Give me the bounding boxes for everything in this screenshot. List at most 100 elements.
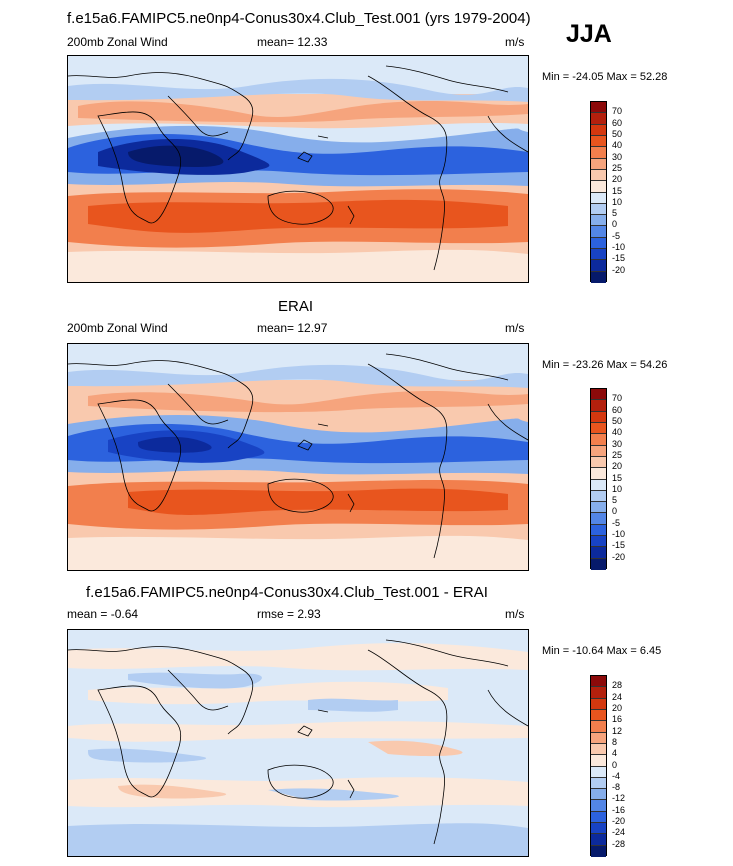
colorbar-swatch xyxy=(591,721,606,733)
panel-3-minmax-label: Min = -10.64 Max = 6.45 xyxy=(542,645,662,657)
colorbar-tick-label: 5 xyxy=(612,208,618,219)
colorbar-tick-label: 50 xyxy=(612,415,623,426)
panel-3-mean-label: mean = -0.64 xyxy=(67,607,139,621)
colorbar-tick-label: 15 xyxy=(612,185,623,196)
colorbar-tick-label: 60 xyxy=(612,404,623,415)
panel-1-units-label: m/s xyxy=(505,35,525,49)
colorbar-swatch xyxy=(591,687,606,699)
colorbar-tick-label: 16 xyxy=(612,714,623,725)
colorbar-swatch xyxy=(591,215,606,227)
colorbar-swatch xyxy=(591,203,606,216)
colorbar-swatch xyxy=(591,434,606,446)
colorbar-tick-label: -16 xyxy=(612,804,626,815)
colorbar-tick-label: 8 xyxy=(612,736,618,747)
colorbar-swatch xyxy=(591,249,606,261)
panel-2-mean-label: mean= 12.97 xyxy=(257,321,328,335)
colorbar-swatch xyxy=(591,698,606,710)
colorbar-swatch xyxy=(591,411,606,423)
colorbar-tick-label: -20 xyxy=(612,551,626,562)
colorbar-tick-label: 40 xyxy=(612,427,623,438)
colorbar-swatch xyxy=(591,400,606,412)
colorbar-swatch xyxy=(591,755,606,767)
colorbar-tick-label: 60 xyxy=(612,117,623,128)
colorbar-tick-label: -5 xyxy=(612,230,621,241)
colorbar-swatch xyxy=(591,490,606,503)
colorbar-swatch xyxy=(591,169,606,182)
colorbar-swatch xyxy=(591,113,606,125)
panel-3-units-label: m/s xyxy=(505,607,525,621)
panel-1-title: f.e15a6.FAMIPC5.ne0np4-Conus30x4.Club_Te… xyxy=(67,10,531,27)
colorbar-tick-label: 5 xyxy=(612,495,618,506)
colorbar-swatch xyxy=(591,135,606,148)
colorbar-swatch xyxy=(591,558,606,570)
colorbar-tick-label: -4 xyxy=(612,770,621,781)
colorbar-tick-label: 30 xyxy=(612,438,623,449)
colorbar-swatch xyxy=(591,502,606,514)
panel-2-minmax-label: Min = -23.26 Max = 54.26 xyxy=(542,359,668,371)
panel-3-colorbar xyxy=(590,675,607,857)
coastlines xyxy=(68,65,528,271)
colorbar-tick-label: -15 xyxy=(612,540,626,551)
season-label: JJA xyxy=(566,20,612,48)
panel-3-map xyxy=(67,629,529,857)
colorbar-swatch xyxy=(591,237,606,250)
colorbar-swatch xyxy=(591,192,606,204)
colorbar-swatch xyxy=(591,743,606,756)
colorbar-tick-label: -20 xyxy=(612,816,626,827)
colorbar-tick-label: 10 xyxy=(612,483,623,494)
colorbar-tick-label: 20 xyxy=(612,174,623,185)
panel-2-units-label: m/s xyxy=(505,321,525,335)
colorbar-tick-label: 0 xyxy=(612,219,618,230)
colorbar-tick-label: -10 xyxy=(612,242,626,253)
colorbar-swatch xyxy=(591,709,606,722)
panel-1-map-svg xyxy=(68,56,528,282)
colorbar-tick-label: 70 xyxy=(612,393,623,404)
colorbar-swatch xyxy=(591,766,606,778)
colorbar-swatch xyxy=(591,147,606,159)
colorbar-swatch xyxy=(591,536,606,548)
colorbar-tick-label: 25 xyxy=(612,162,623,173)
panel-2-map-svg xyxy=(68,344,528,570)
colorbar-swatch xyxy=(591,124,606,136)
panel-2-colorbar xyxy=(590,388,607,570)
colorbar-tick-label: 0 xyxy=(612,759,618,770)
colorbar-swatch xyxy=(591,811,606,824)
colorbar-swatch xyxy=(591,834,606,846)
colorbar-tick-label: 12 xyxy=(612,725,623,736)
colorbar-tick-label: 20 xyxy=(612,461,623,472)
colorbar-swatch xyxy=(591,468,606,480)
colorbar-swatch xyxy=(591,456,606,469)
colorbar-swatch xyxy=(591,389,606,401)
colorbar-tick-label: 28 xyxy=(612,680,623,691)
colorbar-swatch xyxy=(591,479,606,491)
colorbar-swatch xyxy=(591,777,606,790)
panel-2-map xyxy=(67,343,529,571)
colorbar-swatch xyxy=(591,823,606,835)
panel-3-rmse-label: rmse = 2.93 xyxy=(257,607,321,621)
colorbar-tick-label: 10 xyxy=(612,196,623,207)
colorbar-swatch xyxy=(591,524,606,537)
colorbar-swatch xyxy=(591,260,606,272)
colorbar-tick-label: 20 xyxy=(612,702,623,713)
panel-1-colorbar xyxy=(590,101,607,283)
colorbar-tick-label: 15 xyxy=(612,472,623,483)
colorbar-swatch xyxy=(591,676,606,688)
colorbar-tick-label: 70 xyxy=(612,106,623,117)
panel-3-title: f.e15a6.FAMIPC5.ne0np4-Conus30x4.Club_Te… xyxy=(86,584,488,601)
colorbar-tick-label: 50 xyxy=(612,128,623,139)
colorbar-tick-label: 4 xyxy=(612,748,618,759)
colorbar-tick-label: -8 xyxy=(612,782,621,793)
colorbar-tick-label: -24 xyxy=(612,827,626,838)
colorbar-tick-label: -28 xyxy=(612,838,626,849)
colorbar-swatch xyxy=(591,513,606,525)
panel-1-variable-label: 200mb Zonal Wind xyxy=(67,35,168,49)
colorbar-swatch xyxy=(591,547,606,559)
colorbar-swatch xyxy=(591,445,606,457)
coastlines xyxy=(68,639,528,845)
colorbar-swatch xyxy=(591,845,606,857)
colorbar-tick-label: -20 xyxy=(612,264,626,275)
colorbar-swatch xyxy=(591,271,606,283)
colorbar-tick-label: 40 xyxy=(612,140,623,151)
panel-1-minmax-label: Min = -24.05 Max = 52.28 xyxy=(542,71,668,83)
colorbar-tick-label: -10 xyxy=(612,529,626,540)
